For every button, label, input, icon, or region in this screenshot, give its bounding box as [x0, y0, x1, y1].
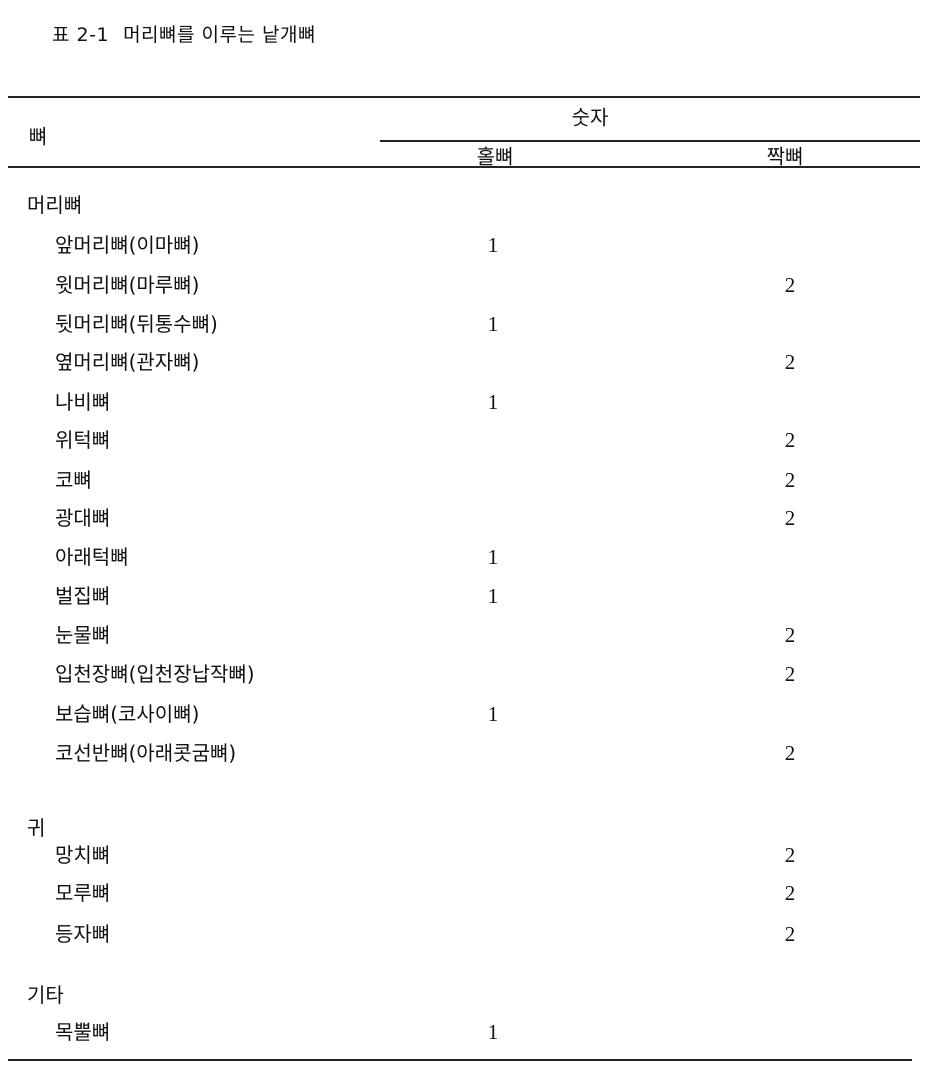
paired-count: 2 [784, 350, 796, 374]
bone-name: 눈물뼈 [55, 623, 111, 647]
odd-count: 1 [487, 233, 499, 257]
odd-count: 1 [487, 1020, 499, 1044]
bone-name: 망치뼈 [55, 843, 111, 867]
table-row: 모루뼈 2 [0, 878, 945, 908]
odd-count: 1 [487, 584, 499, 608]
header-rule [8, 166, 920, 168]
table-row: 망치뼈 2 [0, 840, 945, 870]
table-row: 윗머리뼈(마루뼈) 2 [0, 270, 945, 300]
bone-name: 목뿔뼈 [55, 1020, 111, 1044]
table-row: 코선반뼈(아래콧굼뼈) 2 [0, 738, 945, 768]
paired-count: 2 [784, 468, 796, 492]
table-row: 위턱뼈 2 [0, 425, 945, 455]
odd-count: 1 [487, 702, 499, 726]
paired-count: 2 [784, 506, 796, 530]
table-row: 나비뼈 1 [0, 387, 945, 417]
table-row: 등자뼈 2 [0, 919, 945, 949]
table-row: 아래턱뼈 1 [0, 542, 945, 572]
bone-name: 모루뼈 [55, 881, 111, 905]
bone-name: 코뼈 [55, 468, 92, 492]
paired-count: 2 [784, 881, 796, 905]
table-row: 눈물뼈 2 [0, 620, 945, 650]
group-name: 기타 [27, 983, 64, 1007]
group-row: 머리뼈 [0, 190, 945, 220]
bone-name: 등자뼈 [55, 922, 111, 946]
group-row: 귀 [0, 813, 945, 843]
bone-name: 보습뼈(코사이뼈) [55, 702, 200, 726]
bone-name: 벌집뼈 [55, 584, 111, 608]
header-odd: 홀뼈 [476, 144, 514, 169]
caption-number: 표 2-1 [52, 24, 110, 46]
paired-count: 2 [784, 741, 796, 765]
table-row: 보습뼈(코사이뼈) 1 [0, 699, 945, 729]
table-row: 광대뼈 2 [0, 503, 945, 533]
table-row: 옆머리뼈(관자뼈) 2 [0, 347, 945, 377]
group-name: 머리뼈 [27, 193, 83, 217]
paired-count: 2 [784, 843, 796, 867]
paired-count: 2 [784, 273, 796, 297]
bone-name: 아래턱뼈 [55, 545, 129, 569]
bone-name: 앞머리뼈(이마뼈) [55, 233, 200, 257]
header-paired: 짝뼈 [766, 144, 804, 169]
table-caption: 표 2-1 머리뼈를 이루는 낱개뼈 [52, 20, 330, 47]
odd-count: 1 [487, 312, 499, 336]
bone-name: 코선반뼈(아래콧굼뼈) [55, 741, 237, 765]
table-row: 입천장뼈(입천장납작뼈) 2 [0, 659, 945, 689]
odd-count: 1 [487, 390, 499, 414]
group-row: 기타 [0, 980, 945, 1010]
bone-name: 나비뼈 [55, 390, 111, 414]
bone-name: 윗머리뼈(마루뼈) [55, 273, 200, 297]
count-rule [380, 140, 920, 142]
caption-title: 머리뼈를 이루는 낱개뼈 [123, 24, 316, 46]
paired-count: 2 [784, 662, 796, 686]
table-row: 코뼈 2 [0, 465, 945, 495]
paired-count: 2 [784, 922, 796, 946]
table-row: 목뿔뼈 1 [0, 1017, 945, 1047]
top-rule [8, 96, 920, 98]
bottom-rule [8, 1059, 912, 1061]
bone-name: 입천장뼈(입천장납작뼈) [55, 662, 255, 686]
table-row: 벌집뼈 1 [0, 581, 945, 611]
paired-count: 2 [784, 623, 796, 647]
paired-count: 2 [784, 428, 796, 452]
bone-name: 뒷머리뼈(뒤통수뼈) [55, 312, 218, 336]
bone-name: 옆머리뼈(관자뼈) [55, 350, 200, 374]
group-name: 귀 [27, 816, 46, 840]
bone-name: 광대뼈 [55, 506, 111, 530]
header-bone: 뼈 [28, 124, 48, 149]
bone-name: 위턱뼈 [55, 428, 111, 452]
odd-count: 1 [487, 545, 499, 569]
header-count: 숫자 [571, 105, 609, 130]
table-row: 앞머리뼈(이마뼈) 1 [0, 230, 945, 260]
table-row: 뒷머리뼈(뒤통수뼈) 1 [0, 309, 945, 339]
